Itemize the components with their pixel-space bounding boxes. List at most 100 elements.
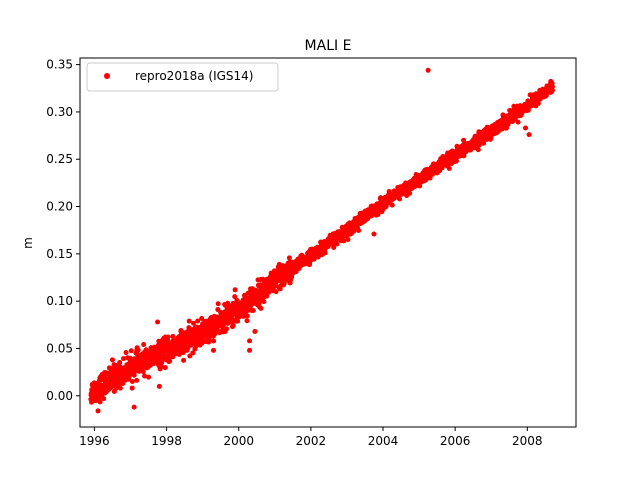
outlier-point <box>277 286 283 292</box>
data-point <box>159 364 165 370</box>
data-point <box>193 343 199 349</box>
data-point <box>170 333 176 339</box>
data-point <box>273 289 279 295</box>
data-point <box>215 301 221 307</box>
legend: repro2018a (IGS14) <box>86 62 279 92</box>
data-point <box>250 307 256 313</box>
x-tick-label: 2006 <box>440 434 471 448</box>
data-point <box>212 331 218 337</box>
plot-frame <box>79 57 577 428</box>
outlier-point <box>526 132 532 138</box>
data-point <box>244 313 250 319</box>
data-point <box>190 320 196 326</box>
x-tick-label: 2002 <box>296 434 327 448</box>
legend-entry-label: repro2018a (IGS14) <box>135 69 253 83</box>
data-point <box>549 87 555 93</box>
data-point <box>162 365 168 371</box>
data-point <box>334 241 340 247</box>
data-point <box>101 396 107 402</box>
data-point <box>117 385 123 391</box>
x-tick-label: 1996 <box>79 434 110 448</box>
y-tick-label: 0.10 <box>46 294 73 308</box>
data-point <box>286 255 292 261</box>
outlier-point <box>247 347 253 353</box>
data-point <box>195 318 201 324</box>
data-point <box>230 322 236 328</box>
data-point <box>427 175 433 181</box>
data-point <box>187 353 193 359</box>
outlier-point <box>232 287 238 293</box>
data-point <box>258 305 264 311</box>
data-point <box>146 374 152 380</box>
x-tick-label: 1998 <box>151 434 182 448</box>
y-tick-label: 0.25 <box>46 152 73 166</box>
outlier-point <box>247 338 253 344</box>
outlier-point <box>252 328 258 334</box>
data-point <box>549 80 555 86</box>
outlier-point <box>155 319 161 325</box>
data-point <box>117 360 123 366</box>
data-point <box>142 373 148 379</box>
x-tick-label: 2008 <box>512 434 543 448</box>
data-point <box>481 140 487 146</box>
data-point <box>128 348 134 354</box>
outlier-point <box>210 347 216 353</box>
data-point <box>165 334 171 340</box>
data-point <box>535 100 541 106</box>
outlier-point <box>109 357 115 363</box>
y-tick-label: 0.35 <box>46 58 73 72</box>
chart-title: MALI E <box>305 38 352 54</box>
y-tick-label: 0.00 <box>46 389 73 403</box>
data-point <box>123 350 129 356</box>
outlier-point <box>156 383 162 389</box>
legend-marker <box>104 73 110 79</box>
data-point <box>264 293 270 299</box>
y-axis-label: m <box>21 237 35 249</box>
data-point <box>345 236 351 242</box>
data-point <box>135 347 141 353</box>
data-point <box>276 261 282 267</box>
data-point <box>129 385 135 391</box>
data-point <box>331 244 337 250</box>
data-point <box>375 211 381 217</box>
data-point <box>181 357 187 363</box>
data-point <box>341 238 347 244</box>
legend-box <box>86 62 279 92</box>
axes-layer: 1996 1998 2000 2002 2004 2006 2008 0.00 0.05 0.10… <box>46 57 577 448</box>
y-tick-label: 0.30 <box>46 105 73 119</box>
data-point <box>549 84 555 90</box>
outlier-point <box>425 67 431 73</box>
data-point <box>134 377 140 383</box>
data-point <box>180 350 186 356</box>
y-tick-label: 0.05 <box>46 341 73 355</box>
y-tick-label: 0.20 <box>46 200 73 214</box>
outlier-point <box>523 125 528 131</box>
data-point <box>224 326 230 332</box>
y-tick-label: 0.15 <box>46 247 73 261</box>
data-point <box>140 369 146 375</box>
data-points-layer <box>88 67 555 414</box>
outlier-point <box>131 404 137 410</box>
data-point <box>322 250 328 256</box>
outlier-point <box>95 408 101 414</box>
x-tick-label: 2004 <box>368 434 399 448</box>
data-point <box>356 228 362 234</box>
outlier-point <box>371 231 377 237</box>
data-point <box>167 358 173 364</box>
data-point <box>397 196 403 202</box>
data-point <box>199 315 205 321</box>
data-point <box>129 379 135 385</box>
data-point <box>97 399 103 405</box>
x-tick-label: 2000 <box>223 434 254 448</box>
data-point <box>515 119 521 125</box>
data-point <box>475 147 481 153</box>
data-point <box>261 299 267 305</box>
data-point <box>186 318 192 324</box>
data-point <box>159 359 165 365</box>
data-point <box>446 166 452 172</box>
data-point <box>121 356 127 362</box>
outlier-point <box>178 327 184 333</box>
data-point <box>141 341 147 347</box>
data-point <box>190 350 196 356</box>
